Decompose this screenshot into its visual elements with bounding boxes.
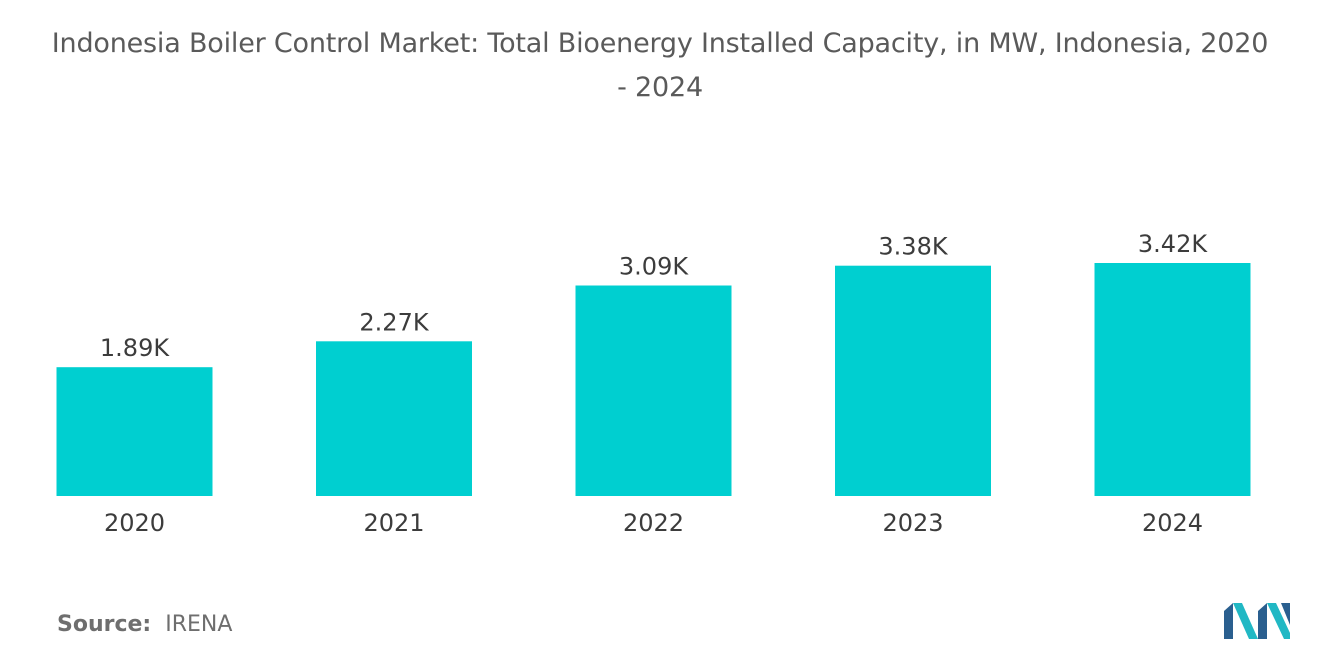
bar-2020 [56,367,213,496]
x-tick-label-2020: 2020 [104,509,165,537]
x-tick-label-2023: 2023 [882,509,943,537]
bar-2021 [316,341,472,496]
chart-title-line-1: Indonesia Boiler Control Market: Total B… [51,28,1269,59]
source-value: IRENA [165,612,233,637]
x-tick-label-2021: 2021 [363,509,424,537]
data-label-2023: 3.38K [878,233,948,261]
source-label: Source: [57,612,152,637]
chart-title: Indonesia Boiler Control Market: Total B… [0,22,1320,110]
logo-left-stroke [1224,603,1233,639]
logo-right-stroke [1281,603,1290,625]
logo-middle-stroke [1258,603,1267,639]
bar-2024 [1094,263,1251,496]
data-label-2024: 3.42K [1138,230,1208,258]
x-tick-label-2024: 2024 [1142,509,1203,537]
bar-2023 [835,265,991,496]
bar-2022 [575,285,732,496]
mordor-intelligence-logo [1224,603,1290,639]
data-label-2022: 3.09K [619,253,689,281]
logo-right-diagonal [1267,603,1290,639]
x-tick-label-2022: 2022 [623,509,684,537]
logo-diagonal-stroke [1233,603,1258,639]
data-label-2021: 2.27K [359,308,429,336]
chart-title-line-2: - 2024 [617,72,703,103]
source-note: Source: IRENA [57,612,232,637]
data-label-2020: 1.89K [100,334,170,362]
